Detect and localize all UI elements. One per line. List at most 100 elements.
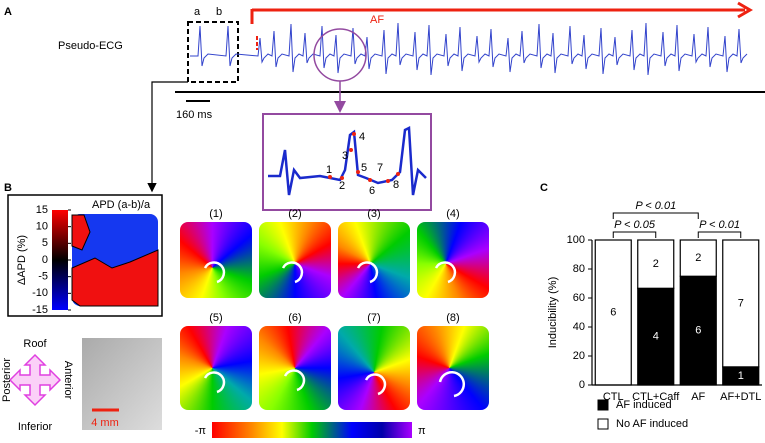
- window-box: [187, 21, 239, 83]
- x-tick-label: CTL+Caff: [632, 391, 680, 403]
- orientation-label: Anterior: [62, 361, 74, 400]
- y-axis-label: Inducibility (%): [547, 277, 559, 349]
- point: [396, 172, 400, 176]
- rotor-arc: [203, 371, 226, 394]
- orientation-arrows: [8, 353, 62, 407]
- y-tick-label: 80: [573, 263, 585, 275]
- apd-title: APD (a-b)/a: [92, 199, 151, 211]
- zoom-circle: [313, 28, 367, 82]
- apd-colorbar-label: ΔAPD (%): [16, 235, 28, 285]
- point: [386, 179, 390, 183]
- phase-map-label: (4): [446, 208, 459, 220]
- window-label: b: [216, 6, 222, 18]
- ecg-trace: [190, 22, 748, 76]
- orientation-label: Inferior: [18, 421, 53, 433]
- point: [349, 148, 353, 152]
- bar-segment: [594, 239, 632, 386]
- bar-segment: [722, 239, 760, 368]
- apd-region: [71, 249, 159, 307]
- rotor-arc: [434, 261, 457, 284]
- bar-segment: [637, 239, 675, 289]
- phase-map: [259, 222, 331, 298]
- point-label: 3: [342, 150, 348, 162]
- phase-map: [338, 326, 410, 410]
- rotor-arc: [364, 373, 387, 396]
- y-tick-label: 20: [573, 350, 585, 362]
- tissue-image: [82, 338, 162, 430]
- rotor-arc: [356, 261, 379, 284]
- bar-count: 2: [653, 258, 659, 270]
- legend-label: AF induced: [616, 399, 672, 411]
- phase-map: [180, 222, 252, 298]
- phase-map: [417, 326, 489, 410]
- af-label: AF: [370, 14, 384, 26]
- phase-map: [259, 326, 331, 410]
- apd-panel: [7, 194, 163, 317]
- significance-label: P < 0.01: [635, 200, 676, 212]
- ecg-label: Pseudo-ECG: [58, 40, 123, 52]
- rotor-arc: [203, 261, 226, 284]
- orientation-label: Roof: [23, 338, 47, 350]
- point: [368, 178, 372, 182]
- link-arrow: [147, 81, 188, 193]
- point-label: 2: [339, 180, 345, 192]
- panel-label: A: [4, 6, 12, 18]
- zoom-points: [328, 132, 400, 183]
- rotor-arcs: [203, 261, 466, 398]
- point-label: 6: [369, 185, 375, 197]
- phase-min: -π: [195, 425, 207, 437]
- point-label: 5: [361, 162, 367, 174]
- phase-map: [338, 222, 410, 298]
- significance-bracket: [697, 231, 742, 238]
- window-label: a: [194, 6, 201, 18]
- apd-region: [71, 214, 91, 251]
- bar-count: 6: [610, 306, 616, 318]
- significance-label: P < 0.01: [699, 219, 740, 231]
- colorbar-tick-label: -5: [38, 271, 48, 283]
- point: [352, 132, 356, 136]
- phase-max: π: [418, 425, 426, 437]
- rotor-arc: [283, 369, 306, 392]
- rotor-arc: [281, 261, 304, 284]
- legend-swatch: [597, 418, 609, 430]
- phase-map-label: (8): [446, 312, 459, 324]
- phase-map-label: (1): [209, 208, 222, 220]
- x-tick-label: AF+DTL: [720, 391, 761, 403]
- scale-label: 160 ms: [176, 109, 213, 121]
- point-label: 8: [393, 179, 399, 191]
- rotor-arc: [438, 370, 466, 398]
- phase-colorbar: [212, 422, 412, 438]
- point-label: 7: [377, 162, 383, 174]
- y-tick-label: 60: [573, 292, 585, 304]
- colorbar-tick-label: -15: [32, 304, 48, 316]
- x-tick-label: AF: [691, 391, 705, 403]
- bar-count: 7: [738, 297, 744, 309]
- y-tick-label: 100: [567, 234, 585, 246]
- bar-count: 1: [738, 370, 744, 382]
- panel-label: C: [540, 182, 548, 194]
- bar-segment: [679, 239, 717, 277]
- point: [356, 170, 360, 174]
- point-label: 4: [359, 131, 365, 143]
- colorbar-tick-label: -10: [32, 287, 48, 299]
- phase-map: [417, 222, 489, 298]
- legend-label: No AF induced: [616, 418, 688, 430]
- colorbar-tick-label: 15: [36, 204, 48, 216]
- y-tick-label: 40: [573, 321, 585, 333]
- colorbar-tick-label: 5: [42, 237, 48, 249]
- af-arrowhead: [737, 1, 753, 19]
- bar-count: 6: [695, 325, 701, 337]
- phase-map-label: (5): [209, 312, 222, 324]
- tissue-scale-label: 4 mm: [91, 417, 119, 429]
- panel-label: B: [4, 182, 12, 194]
- colorbar-tick-label: 0: [42, 254, 48, 266]
- phase-map-label: (7): [367, 312, 380, 324]
- point: [340, 176, 344, 180]
- colorbar-tick-label: 10: [36, 221, 48, 233]
- phase-map-label: (2): [288, 208, 301, 220]
- y-tick-label: 0: [579, 379, 585, 391]
- point: [328, 175, 332, 179]
- phase-map-label: (6): [288, 312, 301, 324]
